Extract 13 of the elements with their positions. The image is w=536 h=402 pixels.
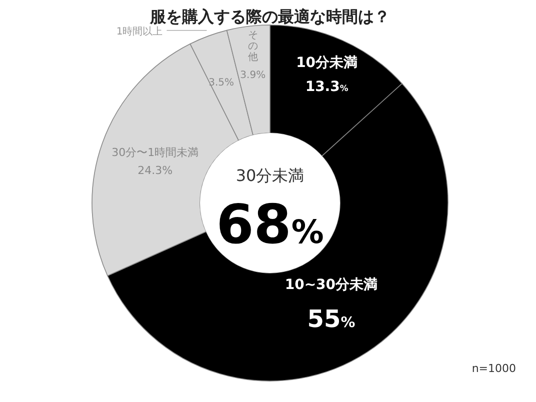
slice-label: 10~30分未満 [284,276,378,293]
data-label: 13.3% [305,79,349,96]
text: 68% [216,193,324,256]
slice-label: その他 [248,30,258,64]
slice-label: 1時間以上 [116,25,163,38]
slice-label: 30分〜1時間未満 [112,146,199,160]
slice-label: 10分未満 [296,55,358,72]
data-label: 3.9% [240,70,266,82]
text: n=1000 [472,362,516,375]
chart-title: 服を購入する際の最適な時間は？ [149,7,390,26]
data-label: 24.3% [138,164,173,178]
data-label: 55% [307,304,356,333]
text: 30分未満 [236,166,304,185]
